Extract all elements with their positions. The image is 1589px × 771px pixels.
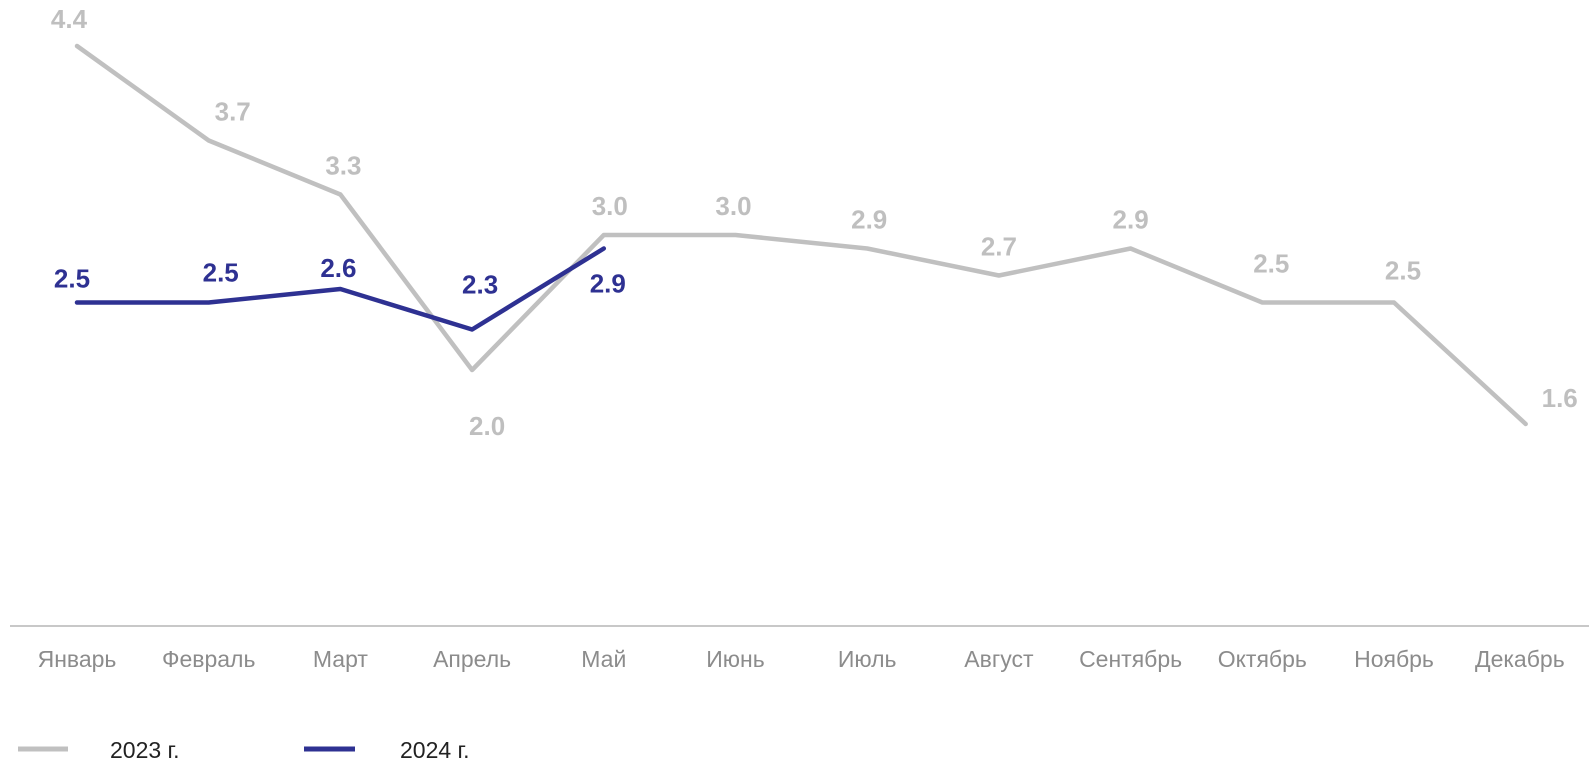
- x-tick-label: Июнь: [706, 646, 764, 672]
- legend-item-2023: 2023 г.: [18, 737, 180, 763]
- data-label-2023: 2.9: [1113, 205, 1149, 235]
- x-tick-label: Август: [964, 646, 1034, 672]
- data-label-2023: 2.9: [851, 205, 887, 235]
- x-tick-label: Июль: [838, 646, 897, 672]
- series-line-2024: [74, 246, 607, 332]
- data-label-2023: 4.4: [51, 4, 88, 34]
- data-label-2023: 2.5: [1385, 256, 1421, 286]
- x-tick-labels: Январь Февраль Март Апрель Май Июнь Июль Август…: [38, 646, 1565, 672]
- data-labels-layer: 4.4 3.7 3.3 2.0 3.0 3.0 2.9 2.7 2.9 2.5 2.5 1.6 2.5 2…: [51, 4, 1578, 441]
- x-tick-label: Март: [313, 646, 368, 672]
- x-tick-label: Февраль: [162, 646, 255, 672]
- data-label-2023: 3.0: [715, 191, 751, 221]
- data-label-2024: 2.3: [462, 270, 498, 300]
- data-label-2023: 2.7: [981, 232, 1017, 262]
- x-tick-label: Сентябрь: [1079, 646, 1182, 672]
- x-tick-label: Октябрь: [1218, 646, 1307, 672]
- data-label-2024: 2.5: [54, 264, 90, 294]
- data-label-2023: 3.3: [325, 151, 361, 181]
- data-label-2023: 3.0: [592, 191, 628, 221]
- x-tick-label: Апрель: [433, 646, 511, 672]
- data-label-2024: 2.5: [203, 258, 239, 288]
- x-tick-label: Ноябрь: [1354, 646, 1434, 672]
- legend-item-2024: 2024 г.: [304, 737, 470, 763]
- data-label-2023: 3.7: [215, 97, 251, 127]
- x-tick-label: Май: [581, 646, 626, 672]
- data-label-2023: 1.6: [1542, 383, 1578, 413]
- data-label-2023: 2.5: [1253, 249, 1289, 279]
- x-tick-label: Январь: [38, 646, 117, 672]
- data-label-2024: 2.6: [320, 253, 356, 283]
- data-label-2024: 2.9: [590, 269, 626, 299]
- series-layer: [74, 43, 1528, 427]
- data-label-2023: 2.0: [469, 411, 505, 441]
- series-line-2023: [74, 43, 1528, 427]
- x-tick-label: Декабрь: [1475, 646, 1565, 672]
- legend: 2023 г. 2024 г.: [18, 737, 470, 763]
- legend-label-2024: 2024 г.: [400, 737, 470, 763]
- legend-label-2023: 2023 г.: [110, 737, 180, 763]
